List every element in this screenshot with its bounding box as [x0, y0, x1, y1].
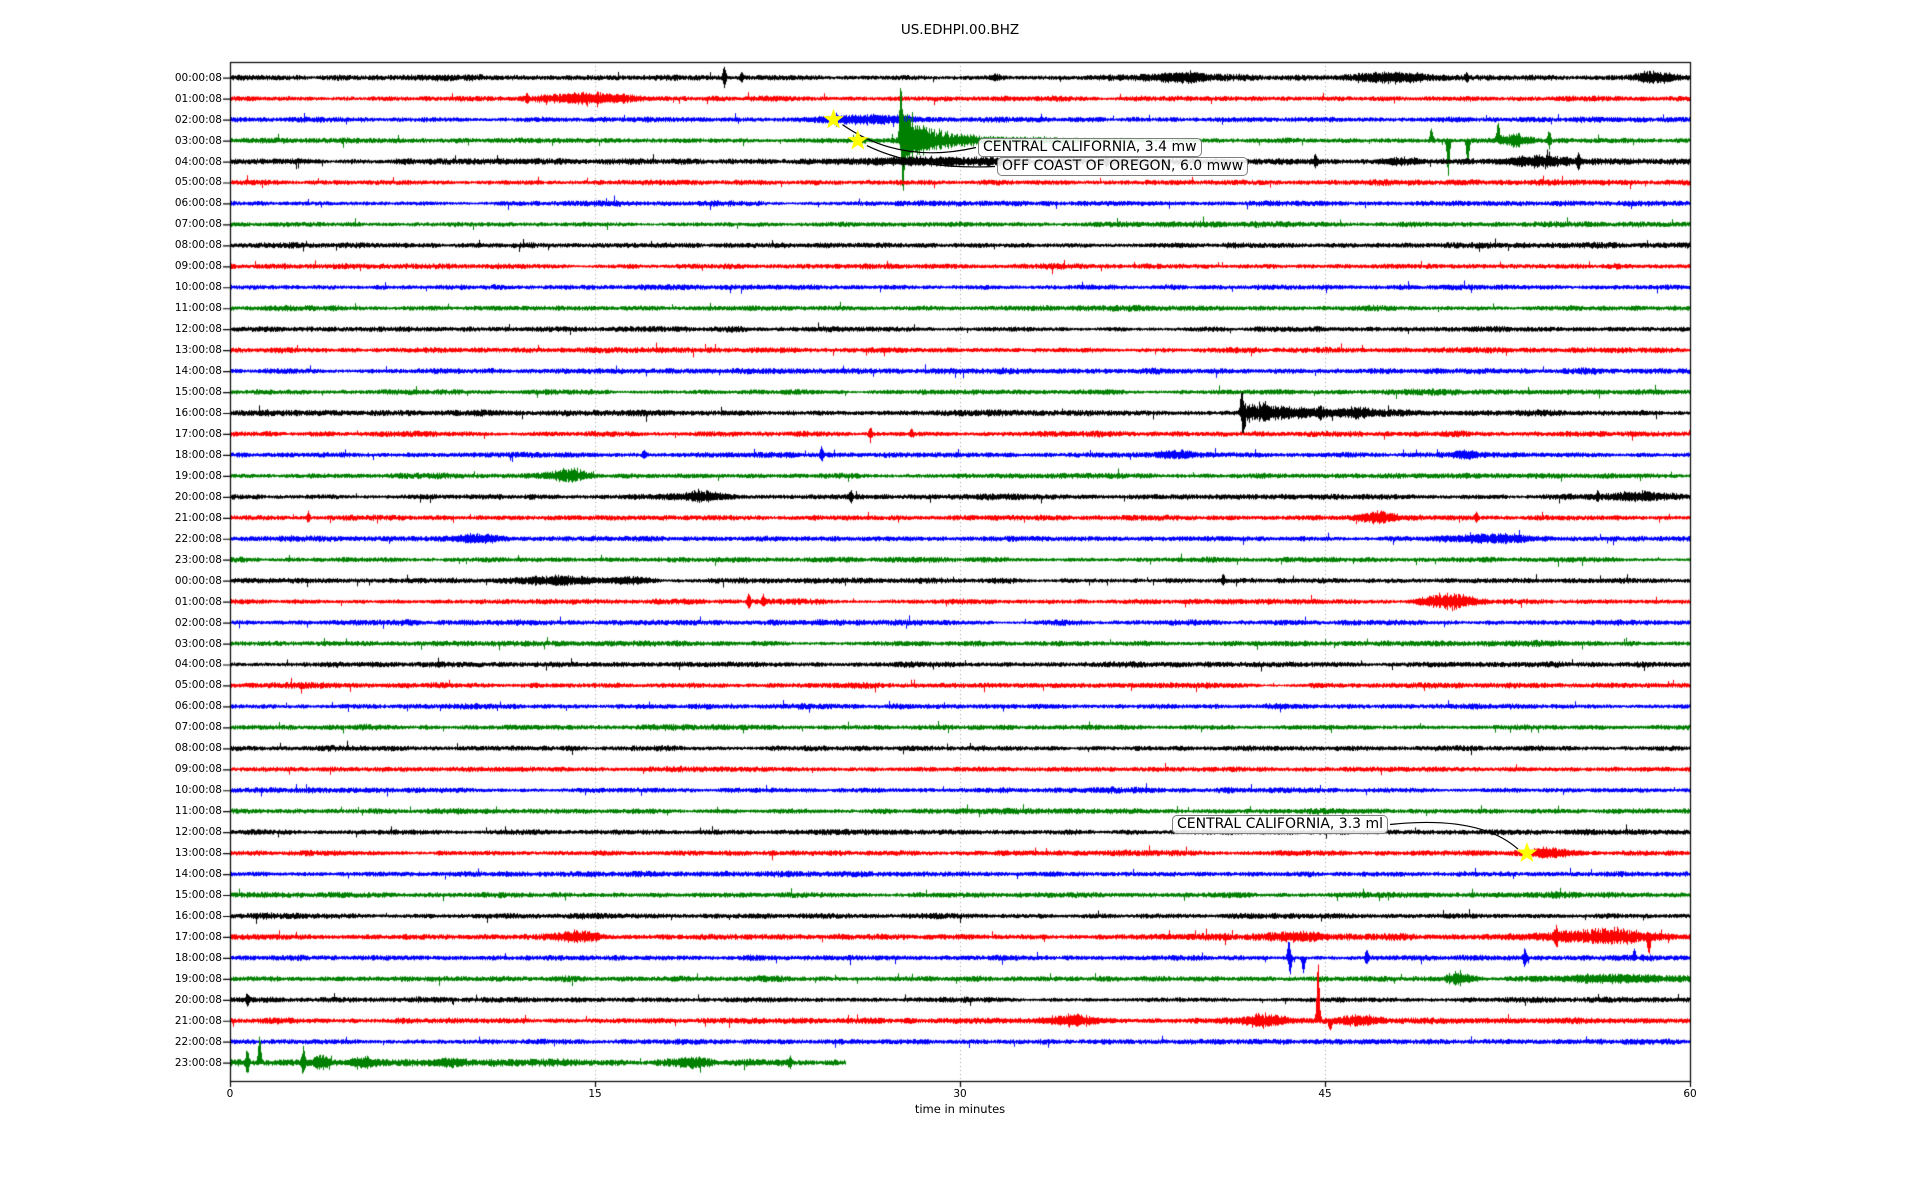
row-time-label: 20:00:08: [174, 490, 222, 503]
row-time-label: 15:00:08: [174, 386, 222, 399]
row-time-label: 13:00:08: [174, 344, 222, 357]
row-time-label: 23:00:08: [174, 1056, 222, 1069]
event-annotation-label: CENTRAL CALIFORNIA, 3.4 mw: [978, 138, 1202, 157]
row-time-label: 19:00:08: [174, 972, 222, 985]
row-time-label: 01:00:08: [174, 92, 222, 105]
row-time-label: 09:00:08: [174, 763, 222, 776]
row-time-label: 04:00:08: [174, 155, 222, 168]
row-time-label: 22:00:08: [174, 1035, 222, 1048]
row-time-label: 15:00:08: [174, 889, 222, 902]
row-time-label: 07:00:08: [174, 218, 222, 231]
row-time-label: 23:00:08: [174, 553, 222, 566]
row-time-label: 21:00:08: [174, 511, 222, 524]
row-time-label: 14:00:08: [174, 365, 222, 378]
row-time-label: 21:00:08: [174, 1014, 222, 1027]
row-time-label: 14:00:08: [174, 868, 222, 881]
row-time-label: 18:00:08: [174, 951, 222, 964]
row-time-label: 22:00:08: [174, 532, 222, 545]
x-tick-label: 45: [1318, 1088, 1332, 1100]
event-annotation-label: CENTRAL CALIFORNIA, 3.3 ml: [1172, 815, 1389, 834]
row-time-label: 01:00:08: [174, 595, 222, 608]
row-time-label: 11:00:08: [174, 805, 222, 818]
row-time-label: 03:00:08: [174, 134, 222, 147]
x-tick-label: 15: [588, 1088, 602, 1100]
row-time-label: 05:00:08: [174, 679, 222, 692]
row-time-label: 17:00:08: [174, 930, 222, 943]
row-time-label: 19:00:08: [174, 469, 222, 482]
row-time-label: 04:00:08: [174, 658, 222, 671]
row-time-label: 08:00:08: [174, 239, 222, 252]
event-annotation-label: OFF COAST OF OREGON, 6.0 mww: [997, 157, 1249, 176]
row-time-label: 02:00:08: [174, 113, 222, 126]
row-time-label: 16:00:08: [174, 407, 222, 419]
row-time-label: 10:00:08: [174, 281, 222, 294]
row-time-label: 02:00:08: [174, 616, 222, 629]
row-time-label: 05:00:08: [174, 176, 222, 189]
x-tick-label: 30: [953, 1088, 967, 1100]
row-time-label: 03:00:08: [174, 637, 222, 650]
row-time-label: 08:00:08: [174, 742, 222, 755]
row-time-label: 06:00:08: [174, 197, 222, 210]
row-time-label: 17:00:08: [174, 427, 222, 440]
row-time-label: 07:00:08: [174, 721, 222, 734]
x-tick-label: 0: [226, 1088, 234, 1100]
row-time-label: 10:00:08: [174, 784, 222, 797]
row-time-label: 00:00:08: [174, 574, 222, 587]
row-time-label: 11:00:08: [174, 302, 222, 315]
x-tick-label: 60: [1683, 1088, 1697, 1100]
row-time-label: 06:00:08: [174, 700, 222, 713]
row-time-label: 00:00:08: [174, 71, 222, 84]
plot-title: US.EDHPI.00.BHZ: [900, 22, 1020, 38]
x-axis-label: time in minutes: [914, 1102, 1006, 1116]
row-time-label: 12:00:08: [174, 323, 222, 336]
row-time-label: 09:00:08: [174, 260, 222, 273]
row-time-label: 18:00:08: [174, 448, 222, 461]
row-time-label: 12:00:08: [174, 826, 222, 839]
row-time-label: 16:00:08: [174, 909, 222, 922]
row-time-label: 20:00:08: [174, 993, 222, 1006]
row-time-label: 13:00:08: [174, 847, 222, 860]
